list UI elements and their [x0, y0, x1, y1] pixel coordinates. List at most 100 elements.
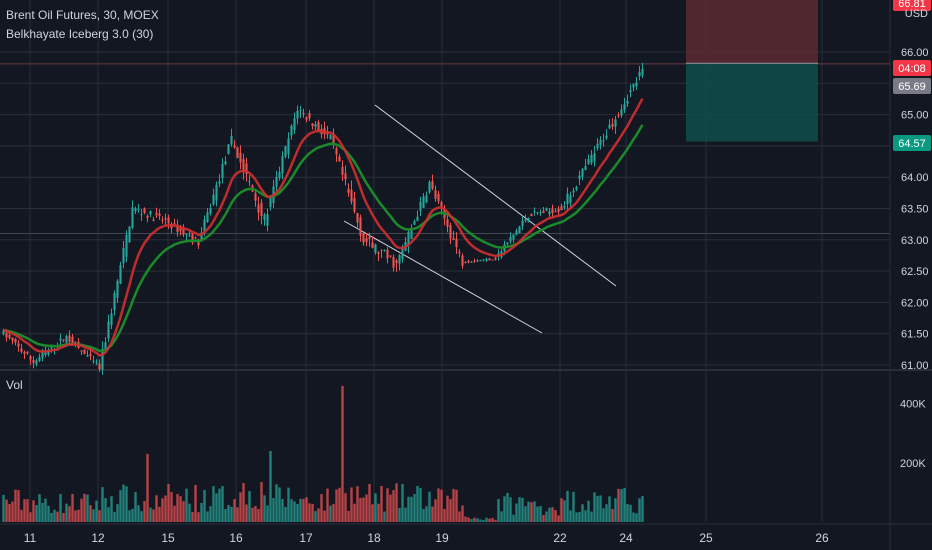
- candle-body: [311, 123, 314, 127]
- candle: [68, 330, 71, 343]
- candle: [191, 233, 194, 245]
- candle: [152, 216, 155, 222]
- volume-bar: [362, 497, 365, 522]
- volume-bar: [152, 509, 155, 522]
- candle-body: [20, 348, 23, 352]
- candle: [404, 237, 407, 252]
- volume-bar: [437, 488, 440, 522]
- volume-bar: [380, 485, 383, 522]
- volume-bar: [440, 489, 443, 522]
- volume-bar: [404, 507, 407, 522]
- candle-body: [305, 117, 308, 120]
- candle-body: [398, 255, 401, 264]
- candle-body: [149, 211, 152, 215]
- candle: [26, 351, 29, 355]
- volume-bar: [182, 501, 185, 522]
- candle-body: [293, 118, 296, 130]
- x-tick-label: 26: [815, 531, 829, 545]
- volume-bar: [158, 506, 161, 522]
- currency-label[interactable]: USD: [904, 8, 928, 20]
- candle: [551, 204, 554, 218]
- indicator-legend[interactable]: Belkhayate Iceberg 3.0 (30): [6, 27, 154, 41]
- candle-body: [569, 195, 572, 203]
- candle-body: [413, 221, 416, 225]
- candle: [518, 225, 521, 234]
- candle-body: [158, 213, 161, 217]
- y-tick-label: 63.00: [901, 235, 929, 247]
- candle: [188, 230, 191, 237]
- candle: [629, 84, 632, 98]
- volume-bar: [47, 505, 50, 522]
- candle-body: [410, 228, 413, 239]
- candle: [368, 232, 371, 247]
- candle-body: [536, 212, 539, 214]
- volume-bar: [194, 484, 197, 522]
- volume-bar: [170, 491, 173, 522]
- candle-body: [344, 173, 347, 180]
- candle: [512, 234, 515, 243]
- volume-bar: [167, 484, 170, 522]
- candle-body: [452, 237, 455, 240]
- candle-body: [86, 355, 89, 357]
- candle: [80, 350, 83, 355]
- price-axis: 66.0065.5065.0064.5064.0063.5063.0062.50…: [900, 47, 929, 470]
- candle-body: [257, 204, 260, 213]
- candle-body: [113, 292, 116, 311]
- candle-body: [155, 212, 158, 216]
- candle-body: [287, 138, 290, 155]
- volume-bar: [200, 502, 203, 522]
- volume-bar: [335, 489, 338, 522]
- candle-body: [596, 143, 599, 149]
- candle: [557, 205, 560, 217]
- candle-body: [11, 337, 14, 341]
- candle: [506, 242, 509, 246]
- volume-bar: [110, 496, 113, 522]
- volume-label[interactable]: Vol: [6, 378, 23, 392]
- candle-body: [224, 161, 227, 165]
- volume-bar: [2, 494, 5, 522]
- volume-bar: [617, 488, 620, 522]
- candle: [302, 108, 305, 118]
- volume-bar: [353, 503, 356, 522]
- volume-bar: [287, 487, 290, 522]
- candle-body: [359, 217, 362, 236]
- candle-body: [392, 257, 395, 268]
- volume-bar: [221, 486, 224, 522]
- volume-bar: [155, 495, 158, 522]
- candle-body: [134, 208, 137, 212]
- candle-body: [365, 238, 368, 243]
- candle-body: [620, 109, 623, 116]
- volume-bar: [593, 492, 596, 522]
- candle: [593, 146, 596, 167]
- volume-bar: [374, 493, 377, 522]
- candle: [428, 180, 431, 195]
- candle-body: [110, 313, 113, 326]
- candle: [317, 119, 320, 132]
- candle: [308, 110, 311, 121]
- volume-bar: [521, 497, 524, 522]
- candle: [602, 133, 605, 147]
- candle-body: [455, 238, 458, 248]
- candle: [143, 207, 146, 215]
- volume-bar: [23, 499, 26, 522]
- volume-bar: [434, 499, 437, 522]
- candle-body: [89, 354, 92, 356]
- candle: [389, 255, 392, 258]
- volume-bar: [317, 508, 320, 522]
- candle: [626, 94, 629, 107]
- volume-bar: [389, 494, 392, 522]
- channel-upper: [374, 104, 617, 287]
- candle: [23, 350, 26, 360]
- stop-zone: [686, 0, 818, 64]
- candle-body: [176, 224, 179, 232]
- volume-bar: [263, 495, 266, 522]
- candle: [362, 232, 365, 246]
- volume-bar: [608, 496, 611, 522]
- candle: [266, 208, 269, 232]
- candle-body: [368, 237, 371, 239]
- candle-body: [8, 334, 11, 339]
- volume-bar: [314, 511, 317, 522]
- fast-line: [3, 97, 644, 357]
- candle-body: [512, 234, 515, 240]
